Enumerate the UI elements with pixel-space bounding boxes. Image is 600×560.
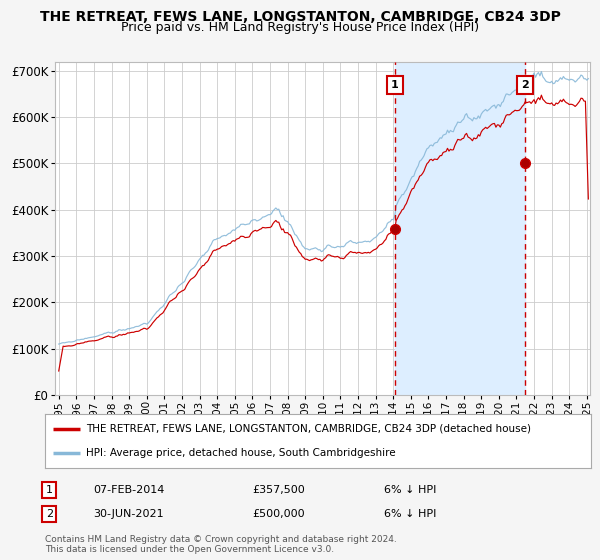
Text: 6% ↓ HPI: 6% ↓ HPI — [384, 485, 436, 495]
Text: 2: 2 — [46, 509, 53, 519]
Text: 1: 1 — [46, 485, 53, 495]
Text: 30-JUN-2021: 30-JUN-2021 — [93, 509, 164, 519]
Text: Contains HM Land Registry data © Crown copyright and database right 2024.
This d: Contains HM Land Registry data © Crown c… — [45, 535, 397, 554]
Text: 2: 2 — [521, 80, 529, 90]
Text: Price paid vs. HM Land Registry's House Price Index (HPI): Price paid vs. HM Land Registry's House … — [121, 21, 479, 34]
Text: £357,500: £357,500 — [252, 485, 305, 495]
Text: HPI: Average price, detached house, South Cambridgeshire: HPI: Average price, detached house, Sout… — [86, 448, 395, 458]
Text: £500,000: £500,000 — [252, 509, 305, 519]
Text: 1: 1 — [391, 80, 399, 90]
Text: 6% ↓ HPI: 6% ↓ HPI — [384, 509, 436, 519]
Text: THE RETREAT, FEWS LANE, LONGSTANTON, CAMBRIDGE, CB24 3DP (detached house): THE RETREAT, FEWS LANE, LONGSTANTON, CAM… — [86, 424, 531, 434]
Bar — [395, 62, 525, 395]
Text: THE RETREAT, FEWS LANE, LONGSTANTON, CAMBRIDGE, CB24 3DP: THE RETREAT, FEWS LANE, LONGSTANTON, CAM… — [40, 10, 560, 24]
Text: 07-FEB-2014: 07-FEB-2014 — [93, 485, 164, 495]
